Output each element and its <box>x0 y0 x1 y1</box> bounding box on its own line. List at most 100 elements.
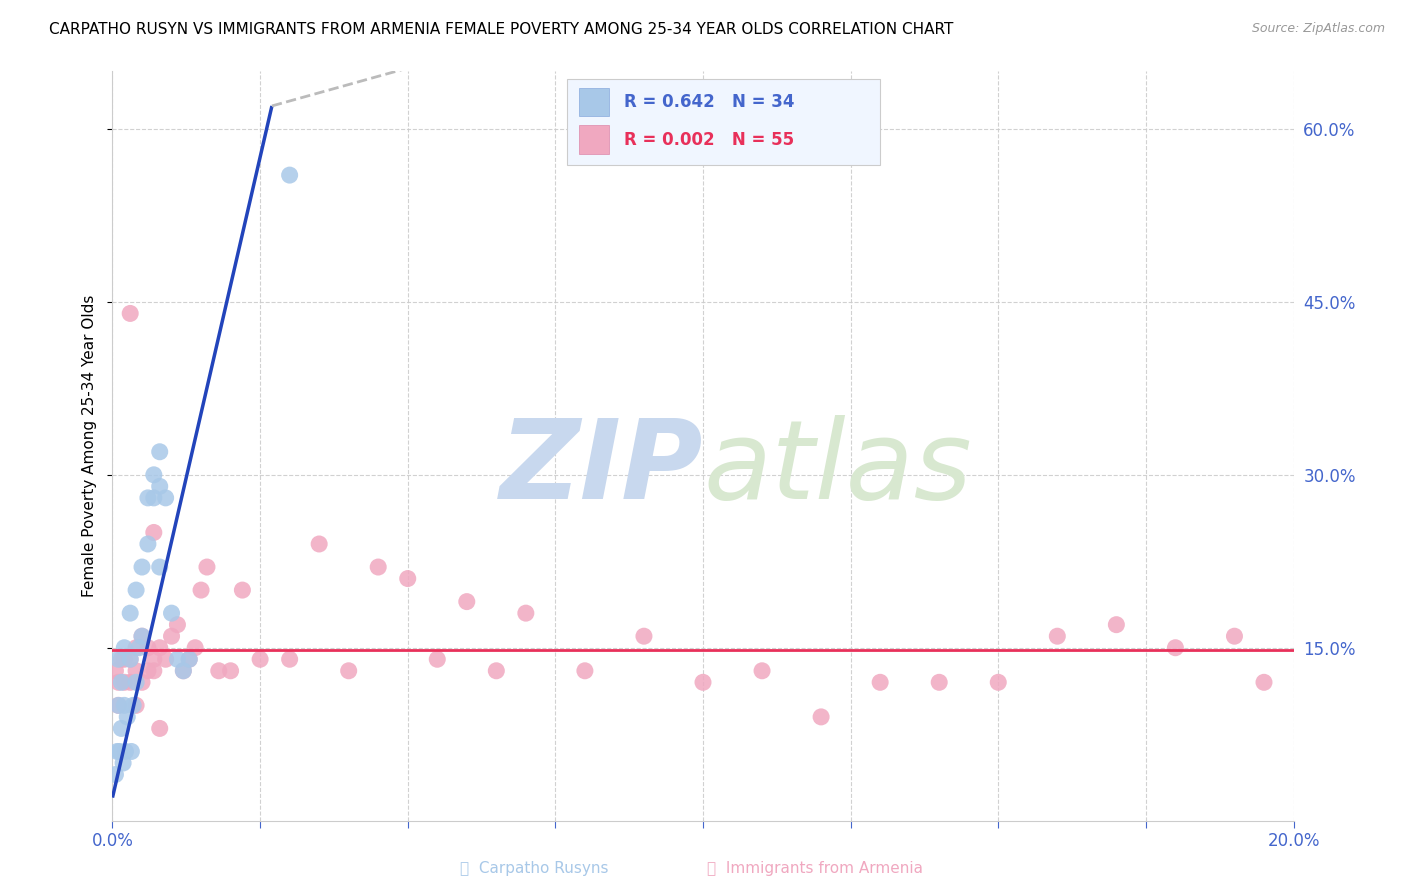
Point <box>107 675 129 690</box>
Point <box>166 652 188 666</box>
Text: CARPATHO RUSYN VS IMMIGRANTS FROM ARMENIA FEMALE POVERTY AMONG 25-34 YEAR OLDS C: CARPATHO RUSYN VS IMMIGRANTS FROM ARMENI… <box>49 22 953 37</box>
Point <box>337 664 360 678</box>
Point <box>928 675 950 690</box>
Point <box>1105 617 1128 632</box>
Point <box>107 652 129 666</box>
Point <box>125 698 148 713</box>
Point <box>125 664 148 678</box>
Point <box>131 629 153 643</box>
Point <box>160 606 183 620</box>
Point <box>692 675 714 690</box>
Point <box>120 652 142 666</box>
FancyBboxPatch shape <box>579 125 609 153</box>
Point <box>149 560 172 574</box>
Point <box>142 491 165 505</box>
Point <box>149 479 172 493</box>
Point <box>105 744 128 758</box>
Point <box>107 698 129 713</box>
FancyBboxPatch shape <box>579 87 609 116</box>
Point <box>110 722 132 736</box>
Point <box>120 606 142 620</box>
Point <box>120 652 142 666</box>
Point <box>172 664 194 678</box>
Point <box>179 652 201 666</box>
Point <box>249 652 271 666</box>
Point <box>396 572 419 586</box>
Point <box>131 629 153 643</box>
Point <box>149 444 172 458</box>
Point <box>136 537 159 551</box>
Point <box>1046 629 1069 643</box>
Point <box>104 767 127 781</box>
Point <box>166 617 188 632</box>
Point <box>136 664 159 678</box>
Point <box>142 525 165 540</box>
Point <box>120 675 142 690</box>
Point <box>114 744 136 758</box>
Point <box>155 652 177 666</box>
Point <box>987 675 1010 690</box>
Text: R = 0.642   N = 34: R = 0.642 N = 34 <box>624 93 794 112</box>
Point <box>108 744 131 758</box>
Point <box>128 640 150 655</box>
Text: ZIP: ZIP <box>499 415 703 522</box>
Text: atlas: atlas <box>703 415 972 522</box>
Point <box>485 664 508 678</box>
Point <box>633 629 655 643</box>
Point <box>179 652 201 666</box>
Point <box>160 629 183 643</box>
Point <box>112 652 135 666</box>
Point <box>120 306 142 320</box>
Point <box>112 675 135 690</box>
Point <box>110 652 132 666</box>
Point <box>131 560 153 574</box>
Point <box>142 664 165 678</box>
Point <box>1223 629 1246 643</box>
Point <box>219 664 242 678</box>
Point <box>810 710 832 724</box>
Point <box>195 560 218 574</box>
Point <box>172 664 194 678</box>
Point <box>574 664 596 678</box>
Point <box>426 652 449 666</box>
Point <box>136 640 159 655</box>
Point <box>104 664 127 678</box>
Point <box>278 168 301 182</box>
Point <box>515 606 537 620</box>
Point <box>125 640 148 655</box>
Point <box>125 675 148 690</box>
Point <box>112 640 135 655</box>
Point <box>1253 675 1275 690</box>
Point <box>751 664 773 678</box>
Point <box>184 640 207 655</box>
Point <box>125 583 148 598</box>
Point <box>367 560 389 574</box>
Point <box>155 491 177 505</box>
Point <box>117 710 138 724</box>
Text: ⬛  Immigrants from Armenia: ⬛ Immigrants from Armenia <box>707 861 924 876</box>
Point <box>1164 640 1187 655</box>
Point <box>110 675 132 690</box>
Point <box>456 594 478 608</box>
Text: Source: ZipAtlas.com: Source: ZipAtlas.com <box>1251 22 1385 36</box>
Point <box>136 491 159 505</box>
Point <box>122 698 145 713</box>
Point <box>308 537 330 551</box>
FancyBboxPatch shape <box>567 78 880 165</box>
Point <box>208 664 231 678</box>
Text: ⬛  Carpatho Rusyns: ⬛ Carpatho Rusyns <box>460 861 609 876</box>
Point <box>120 744 142 758</box>
Point <box>149 640 172 655</box>
Point <box>231 583 253 598</box>
Point <box>869 675 891 690</box>
Point <box>112 698 135 713</box>
Point <box>149 722 172 736</box>
Text: R = 0.002   N = 55: R = 0.002 N = 55 <box>624 130 794 149</box>
Point <box>107 698 129 713</box>
Point <box>190 583 212 598</box>
Point <box>142 467 165 482</box>
Point <box>142 652 165 666</box>
Point <box>131 675 153 690</box>
Point <box>278 652 301 666</box>
Y-axis label: Female Poverty Among 25-34 Year Olds: Female Poverty Among 25-34 Year Olds <box>82 295 97 597</box>
